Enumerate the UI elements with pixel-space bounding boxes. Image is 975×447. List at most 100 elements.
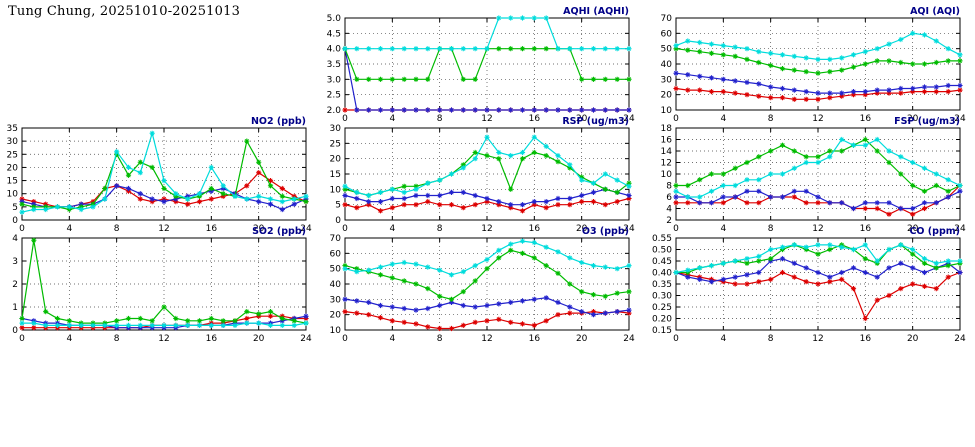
plot-border bbox=[675, 17, 961, 111]
x-tick-label: 24 bbox=[623, 224, 635, 234]
x-tick-label: 0 bbox=[342, 224, 348, 234]
y-tick-label: 30 bbox=[330, 124, 342, 134]
y-tick-label: 70 bbox=[330, 234, 342, 244]
x-tick-label: 24 bbox=[623, 334, 635, 344]
y-tick-label: 30 bbox=[330, 295, 342, 305]
y-tick-label: 1 bbox=[12, 303, 18, 313]
series-cyan-line bbox=[344, 136, 630, 197]
y-tick-label: 8 bbox=[666, 182, 672, 192]
chart-svg-co: 0.150.200.250.300.350.400.450.500.550 4 8 1… bbox=[652, 226, 966, 344]
y-tick-label: 6 bbox=[666, 193, 672, 203]
y-tick-label: 0.20 bbox=[652, 315, 672, 325]
x-tick-label: 20 bbox=[907, 114, 919, 124]
chart-title: FSP (ug/m3) bbox=[894, 116, 960, 127]
x-tick-label: 20 bbox=[253, 334, 265, 344]
x-tick-label: 4 bbox=[66, 334, 72, 344]
y-tick-label: 16 bbox=[661, 136, 673, 146]
x-tick-label: 16 bbox=[206, 334, 218, 344]
y-tick-label: 2.0 bbox=[327, 106, 342, 116]
series-blue-markers bbox=[673, 188, 963, 212]
x-tick-label: 4 bbox=[720, 224, 726, 234]
y-tick-label: 10 bbox=[661, 106, 673, 116]
chart-so2: 0 1 2 3 4 0 4 8 12 16 20 24 SO2 (ppb) bbox=[0, 224, 314, 346]
y-tick-label: 4.0 bbox=[327, 45, 342, 55]
x-tick-label: 20 bbox=[907, 224, 919, 234]
plot-border bbox=[21, 127, 307, 221]
y-tick-label: 0 bbox=[12, 216, 18, 226]
x-tick-label: 4 bbox=[720, 334, 726, 344]
plot-border bbox=[675, 237, 961, 331]
y-tick-label: 14 bbox=[661, 147, 673, 157]
chart-title: RSP (ug/m3) bbox=[562, 116, 629, 127]
series-blue-markers bbox=[673, 70, 963, 96]
plot-border bbox=[344, 17, 630, 111]
y-tick-label: 60 bbox=[661, 29, 673, 39]
x-tick-label: 0 bbox=[673, 334, 679, 344]
series-red-markers bbox=[342, 195, 632, 214]
y-tick-label: 25 bbox=[7, 150, 18, 160]
series-cyan-markers bbox=[19, 130, 309, 215]
chart-aqi: 10 20 30 40 50 60 70 0 4 8 12 16 20 24 AQI (AQI) bbox=[646, 4, 968, 126]
y-tick-label: 30 bbox=[7, 137, 19, 147]
x-tick-label: 8 bbox=[768, 334, 774, 344]
y-tick-label: 20 bbox=[330, 311, 342, 321]
y-tick-label: 20 bbox=[661, 91, 673, 101]
x-tick-label: 20 bbox=[576, 224, 588, 234]
y-tick-label: 0.15 bbox=[652, 326, 672, 336]
chart-aqhi: 2.0 2.5 3.0 3.5 4.0 4.5 5.0 0 4 8 12 16 20 24 AQHI (AQ… bbox=[315, 4, 637, 126]
y-tick-label: 10 bbox=[7, 190, 19, 200]
x-tick-label: 16 bbox=[860, 334, 872, 344]
y-tick-label: 70 bbox=[661, 14, 673, 24]
x-tick-label: 8 bbox=[437, 114, 443, 124]
chart-title: AQHI (AQHI) bbox=[563, 6, 629, 17]
x-tick-label: 8 bbox=[437, 224, 443, 234]
y-tick-label: 50 bbox=[330, 265, 342, 275]
x-tick-label: 12 bbox=[812, 114, 823, 124]
series-cyan-markers bbox=[342, 238, 632, 278]
y-tick-label: 0.30 bbox=[652, 292, 672, 302]
y-tick-label: 5 bbox=[12, 203, 18, 213]
x-tick-label: 24 bbox=[954, 334, 966, 344]
y-tick-label: 25 bbox=[330, 139, 341, 149]
chart-rsp: 0 5 10 15 20 25 30 0 4 8 12 16 20 24 RSP (ug/m3) bbox=[315, 114, 637, 236]
y-tick-label: 30 bbox=[661, 75, 673, 85]
y-tick-label: 2 bbox=[666, 216, 672, 226]
y-tick-label: 10 bbox=[330, 185, 342, 195]
chart-title: O3 (ppb) bbox=[582, 226, 629, 237]
x-tick-label: 24 bbox=[954, 114, 966, 124]
y-tick-label: 3 bbox=[12, 257, 18, 267]
chart-svg-aqhi: 2.0 2.5 3.0 3.5 4.0 4.5 5.0 0 4 8 12 16 20 24 AQHI (AQ… bbox=[327, 6, 635, 124]
x-tick-label: 16 bbox=[529, 224, 541, 234]
y-tick-label: 4 bbox=[12, 234, 18, 244]
x-tick-label: 12 bbox=[812, 224, 823, 234]
x-tick-label: 24 bbox=[954, 224, 966, 234]
series-green-line bbox=[344, 151, 630, 197]
y-tick-label: 20 bbox=[7, 163, 19, 173]
x-tick-label: 12 bbox=[481, 114, 492, 124]
series-blue-line bbox=[676, 190, 961, 210]
y-tick-label: 0.35 bbox=[652, 280, 672, 290]
y-tick-label: 3.0 bbox=[327, 75, 342, 85]
y-tick-label: 5.0 bbox=[327, 14, 342, 24]
x-tick-label: 16 bbox=[860, 114, 872, 124]
series-red-markers bbox=[673, 85, 963, 102]
x-tick-label: 4 bbox=[720, 114, 726, 124]
y-tick-label: 0.25 bbox=[652, 303, 672, 313]
x-tick-label: 8 bbox=[114, 334, 120, 344]
series-green-markers bbox=[673, 136, 963, 194]
y-tick-label: 0.40 bbox=[652, 269, 672, 279]
chart-title: AQI (AQI) bbox=[910, 6, 960, 17]
plot-border bbox=[344, 127, 630, 221]
y-tick-label: 10 bbox=[661, 170, 673, 180]
y-tick-label: 0.50 bbox=[652, 246, 672, 256]
y-tick-label: 4.5 bbox=[327, 29, 341, 39]
chart-fsp: 2 4 6 8 10 12 14 16 18 0 4 8 12 16 20 24 FSP (ug/m3) bbox=[646, 114, 968, 236]
chart-title: NO2 (ppb) bbox=[251, 116, 306, 127]
series-cyan-markers bbox=[673, 30, 963, 62]
y-tick-label: 40 bbox=[661, 60, 673, 70]
chart-svg-aqi: 10 20 30 40 50 60 70 0 4 8 12 16 20 24 AQI (AQI) bbox=[661, 6, 966, 124]
x-tick-label: 24 bbox=[300, 224, 312, 234]
series-cyan-markers bbox=[673, 136, 963, 200]
